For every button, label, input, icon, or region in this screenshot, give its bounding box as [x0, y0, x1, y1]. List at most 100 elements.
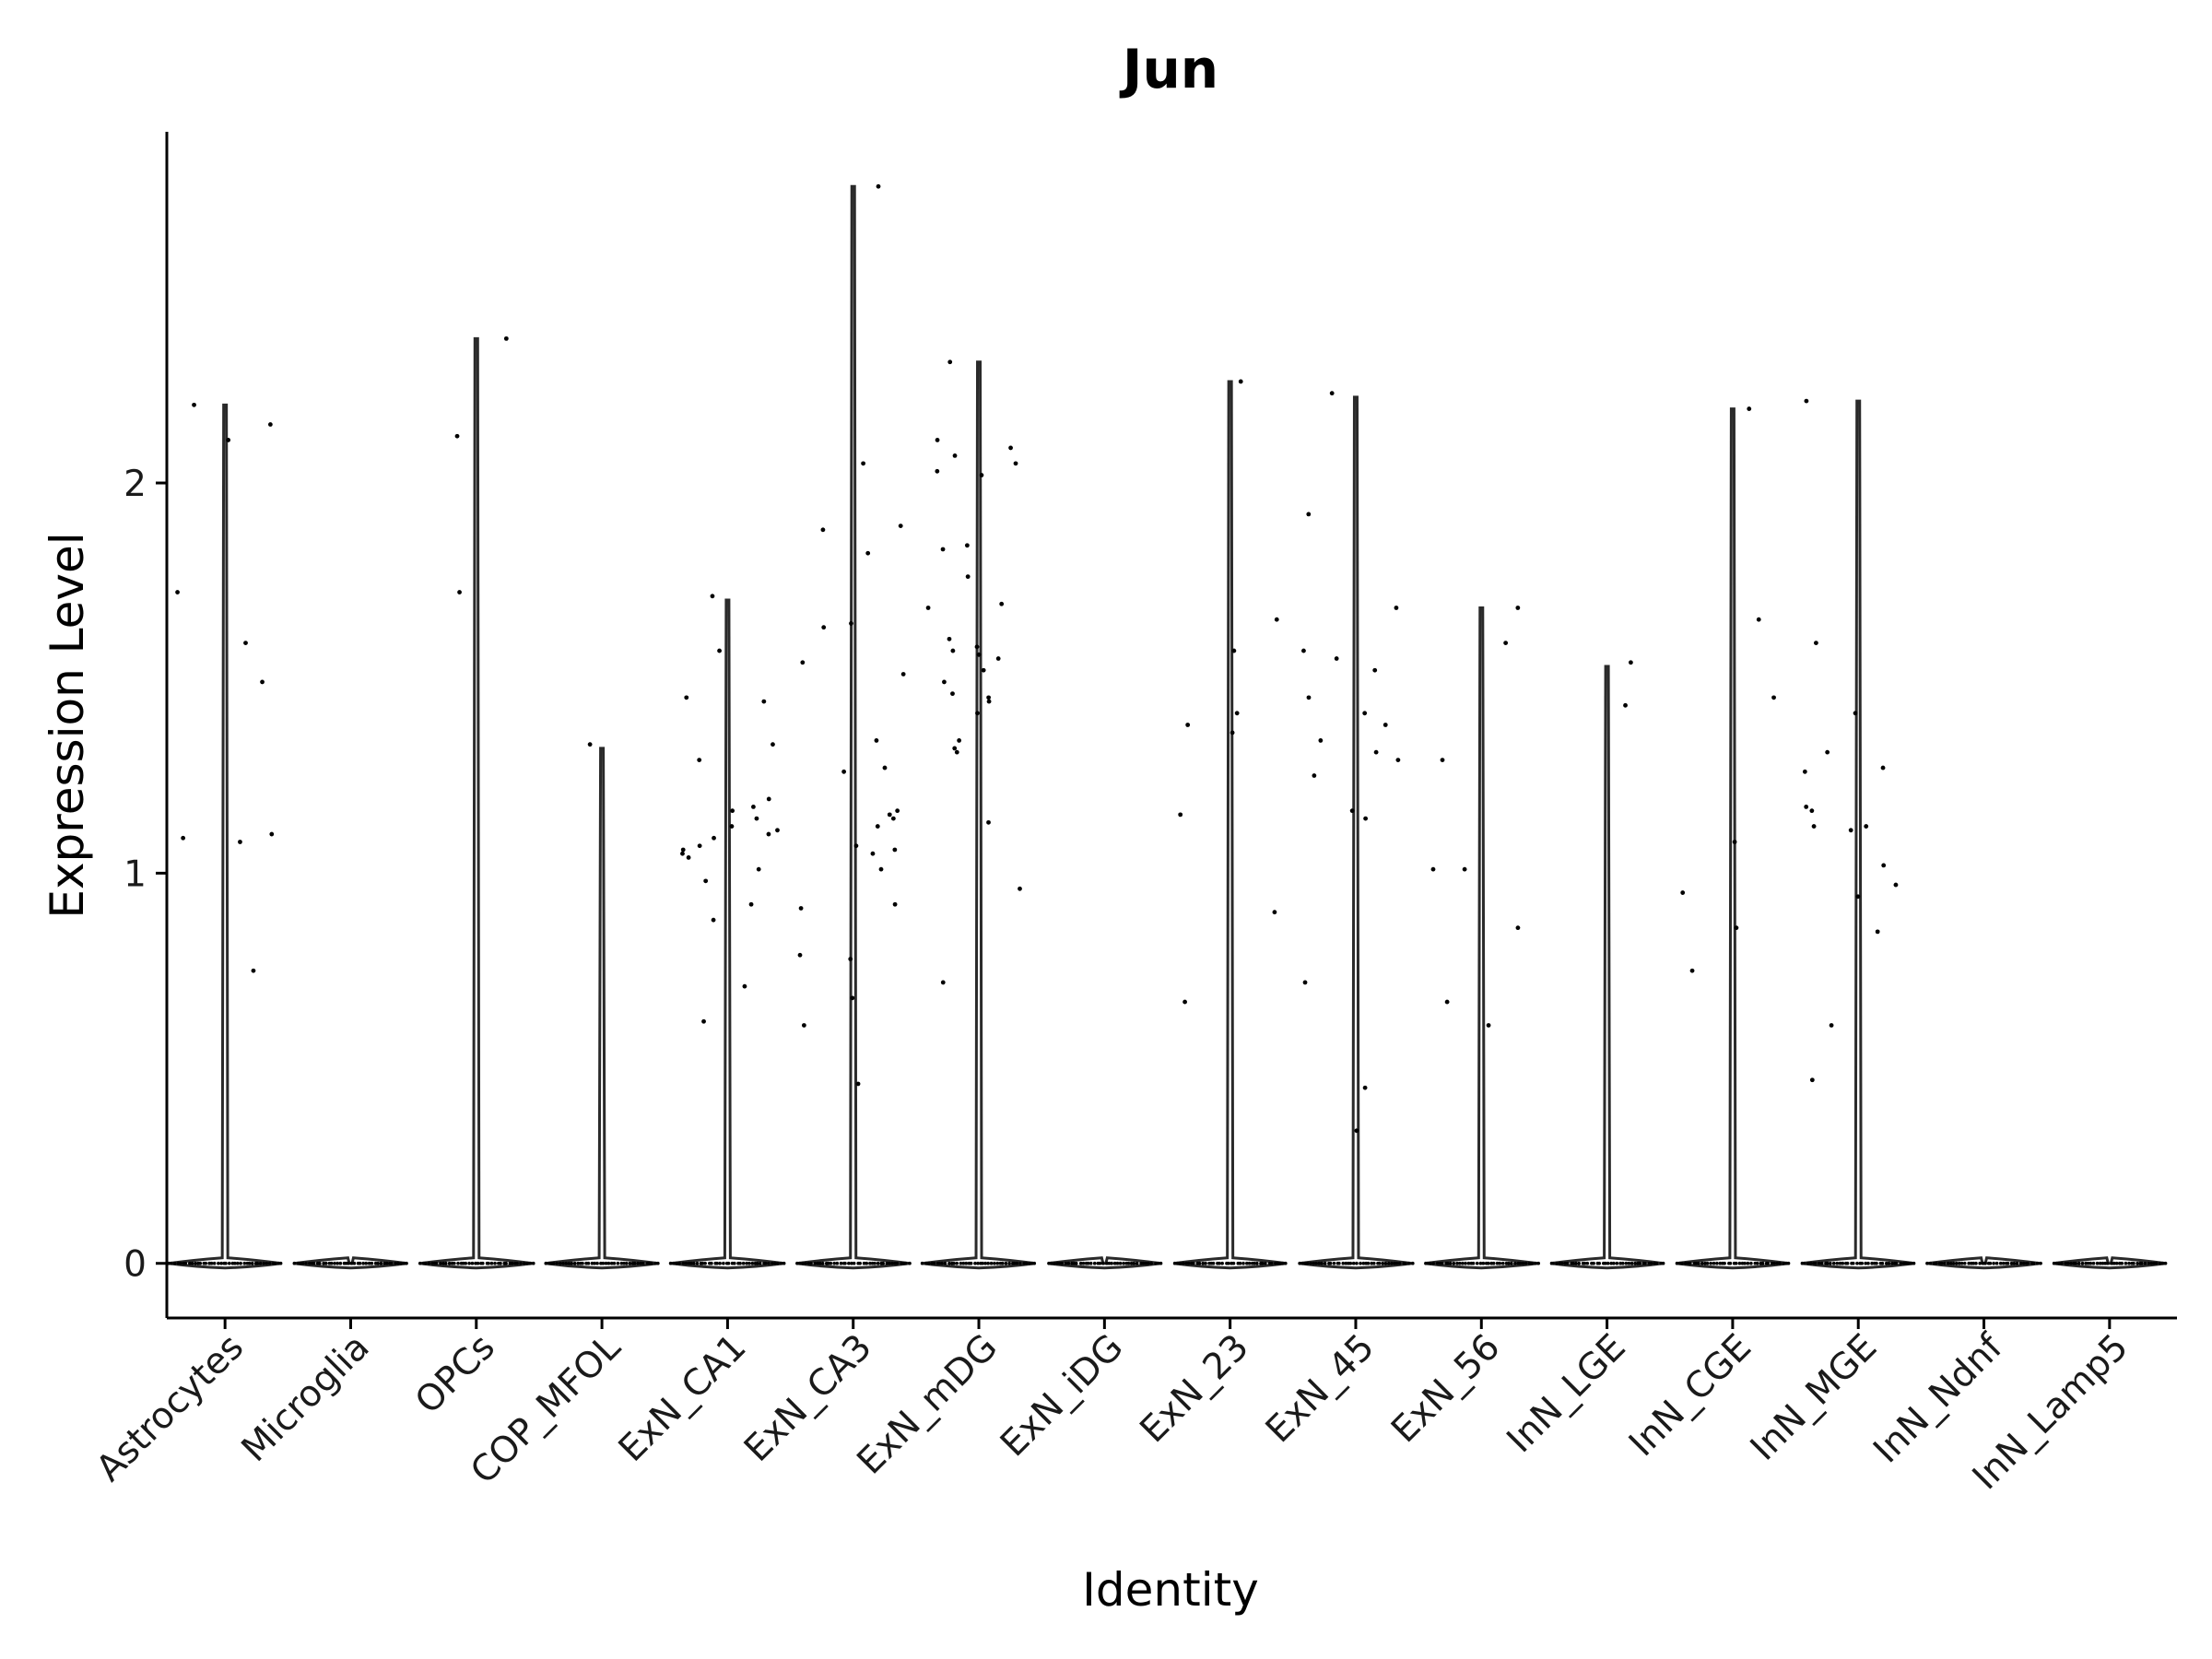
data-point: [717, 648, 722, 653]
zero-point: [671, 1261, 676, 1265]
zero-point: [733, 1261, 736, 1265]
zero-point: [1934, 1261, 1938, 1265]
violin-astrocytes: [168, 403, 282, 1270]
zero-point: [1521, 1261, 1525, 1265]
data-point: [999, 601, 1005, 606]
data-point: [1238, 379, 1243, 384]
zero-point: [2065, 1261, 2070, 1265]
zero-point: [677, 1261, 681, 1265]
data-point: [986, 695, 992, 700]
zero-point: [2158, 1261, 2162, 1265]
data-point: [1486, 1023, 1491, 1028]
data-point: [849, 621, 853, 626]
data-point: [686, 855, 691, 860]
zero-point: [2006, 1261, 2010, 1265]
data-point: [874, 738, 879, 743]
data-point: [1182, 999, 1187, 1005]
zero-point: [2077, 1261, 2081, 1265]
data-point: [1394, 606, 1399, 610]
zero-point: [1012, 1261, 1017, 1265]
zero-point: [820, 1261, 825, 1265]
zero-point: [434, 1261, 439, 1265]
zero-point: [862, 1261, 866, 1265]
zero-point: [1723, 1261, 1726, 1265]
zero-point: [852, 1261, 856, 1265]
zero-point: [390, 1261, 394, 1265]
zero-point: [1974, 1261, 1978, 1265]
zero-point: [190, 1261, 194, 1265]
zero-point: [1981, 1261, 1985, 1265]
data-point: [995, 656, 1001, 661]
zero-point: [1988, 1261, 1993, 1265]
zero-point: [1172, 1261, 1177, 1265]
zero-point: [561, 1261, 565, 1265]
zero-point: [1355, 1261, 1359, 1265]
zero-point: [1086, 1261, 1090, 1265]
data-point: [890, 816, 896, 821]
zero-point: [1994, 1261, 1999, 1265]
zero-point: [1624, 1261, 1629, 1265]
data-point: [1756, 617, 1761, 622]
zero-point: [1446, 1261, 1450, 1265]
zero-point: [564, 1261, 569, 1265]
data-point: [878, 866, 884, 872]
zero-point: [595, 1261, 599, 1265]
zero-point: [1737, 1261, 1742, 1265]
x-tick-label: InN_LGE: [1500, 1326, 1634, 1461]
zero-point: [1204, 1261, 1207, 1265]
zero-point: [641, 1261, 645, 1265]
zero-point: [250, 1261, 254, 1265]
zero-point: [767, 1261, 771, 1265]
data-point: [1515, 925, 1521, 931]
zero-point: [622, 1261, 626, 1265]
zero-point: [476, 1261, 480, 1265]
zero-point: [745, 1261, 748, 1265]
zero-point: [1925, 1261, 1929, 1265]
data-point: [243, 641, 248, 645]
zero-point: [1278, 1261, 1282, 1265]
zero-point: [797, 1261, 802, 1265]
zero-point: [239, 1261, 242, 1265]
zero-point: [1880, 1261, 1885, 1265]
zero-point: [361, 1261, 365, 1265]
zero-point: [379, 1261, 383, 1265]
zero-point: [1507, 1261, 1511, 1265]
zero-point: [2095, 1261, 2100, 1265]
x-tick-label: InN_CGE: [1621, 1326, 1759, 1465]
zero-point: [278, 1261, 283, 1265]
data-point: [1881, 863, 1887, 868]
data-point: [1629, 660, 1633, 665]
zero-point: [1606, 1261, 1610, 1265]
zero-point: [1954, 1261, 1959, 1265]
zero-point: [1978, 1261, 1982, 1265]
zero-point: [1577, 1261, 1581, 1265]
zero-point: [1649, 1261, 1653, 1265]
zero-point: [1471, 1261, 1476, 1265]
zero-point: [606, 1261, 611, 1265]
zero-point: [1049, 1261, 1053, 1265]
zero-point: [1592, 1261, 1595, 1265]
zero-point: [1394, 1261, 1399, 1265]
zero-point: [1381, 1261, 1385, 1265]
zero-point: [1551, 1261, 1555, 1265]
zero-point: [771, 1261, 774, 1265]
zero-point: [1371, 1261, 1376, 1265]
data-point: [251, 968, 256, 973]
zero-point: [1705, 1261, 1710, 1265]
zero-point: [1583, 1261, 1587, 1265]
zero-point: [567, 1261, 571, 1265]
zero-point: [1245, 1261, 1249, 1265]
zero-point: [973, 1261, 977, 1265]
zero-point: [1782, 1261, 1786, 1265]
zero-point: [1661, 1261, 1665, 1265]
zero-point: [194, 1261, 197, 1265]
zero-point: [2143, 1261, 2147, 1265]
zero-point: [1838, 1261, 1842, 1265]
data-point: [1230, 730, 1235, 735]
zero-point: [1281, 1261, 1285, 1265]
zero-point: [376, 1261, 380, 1265]
data-point: [1809, 808, 1815, 814]
zero-point: [1618, 1261, 1622, 1265]
zero-point: [937, 1261, 942, 1265]
zero-point: [439, 1261, 442, 1265]
